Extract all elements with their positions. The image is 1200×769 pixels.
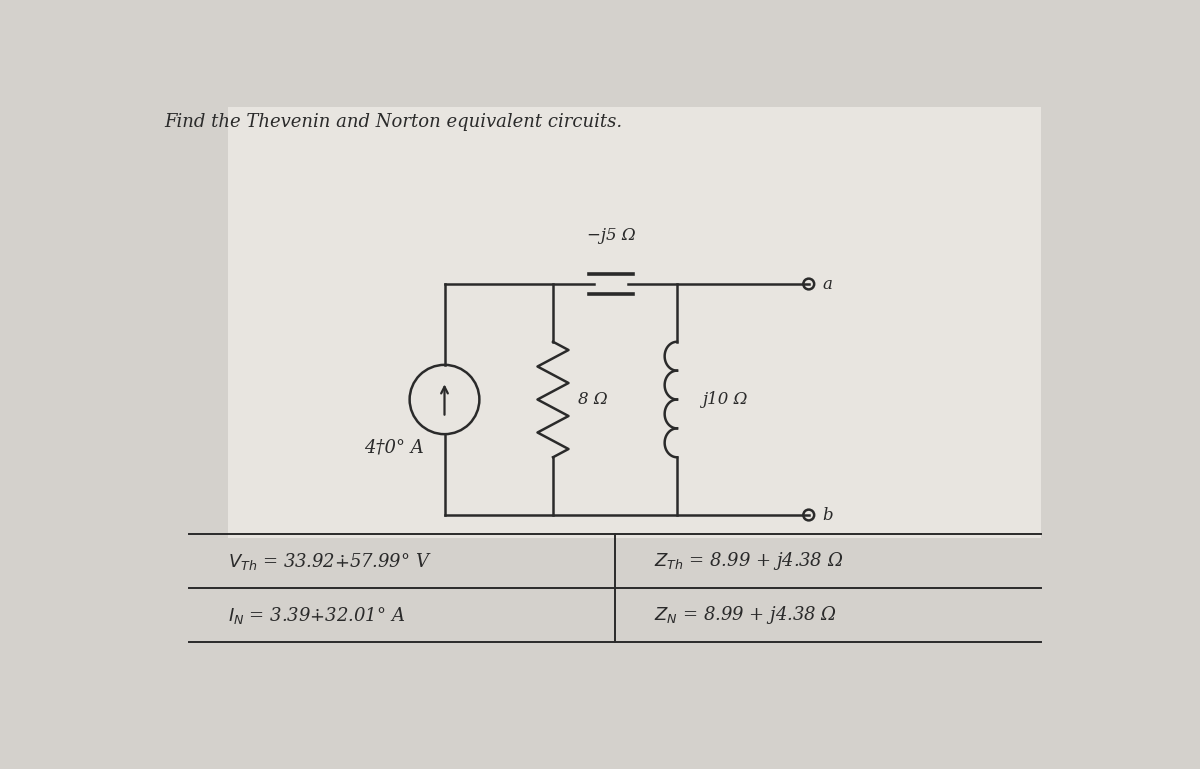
Text: j10 Ω: j10 Ω [702,391,748,408]
Text: Find the Thevenin and Norton equivalent circuits.: Find the Thevenin and Norton equivalent … [164,113,622,131]
Text: 8 Ω: 8 Ω [578,391,607,408]
Text: $\mathit{V}_{Th}$ = 33.92∔57.99° V: $\mathit{V}_{Th}$ = 33.92∔57.99° V [228,551,431,571]
Text: a: a [823,275,833,292]
FancyBboxPatch shape [228,107,1042,538]
Text: $\mathit{I}_{N}$ = 3.39∔32.01° A: $\mathit{I}_{N}$ = 3.39∔32.01° A [228,604,404,626]
Text: −j5 Ω: −j5 Ω [587,227,636,244]
Text: 4†0° A: 4†0° A [365,438,424,456]
Text: $\mathit{Z}_{N}$ = 8.99 + j4.38 Ω: $\mathit{Z}_{N}$ = 8.99 + j4.38 Ω [654,604,836,626]
Text: b: b [823,507,833,524]
Text: $\mathit{Z}_{Th}$ = 8.99 + j4.38 Ω: $\mathit{Z}_{Th}$ = 8.99 + j4.38 Ω [654,550,842,572]
